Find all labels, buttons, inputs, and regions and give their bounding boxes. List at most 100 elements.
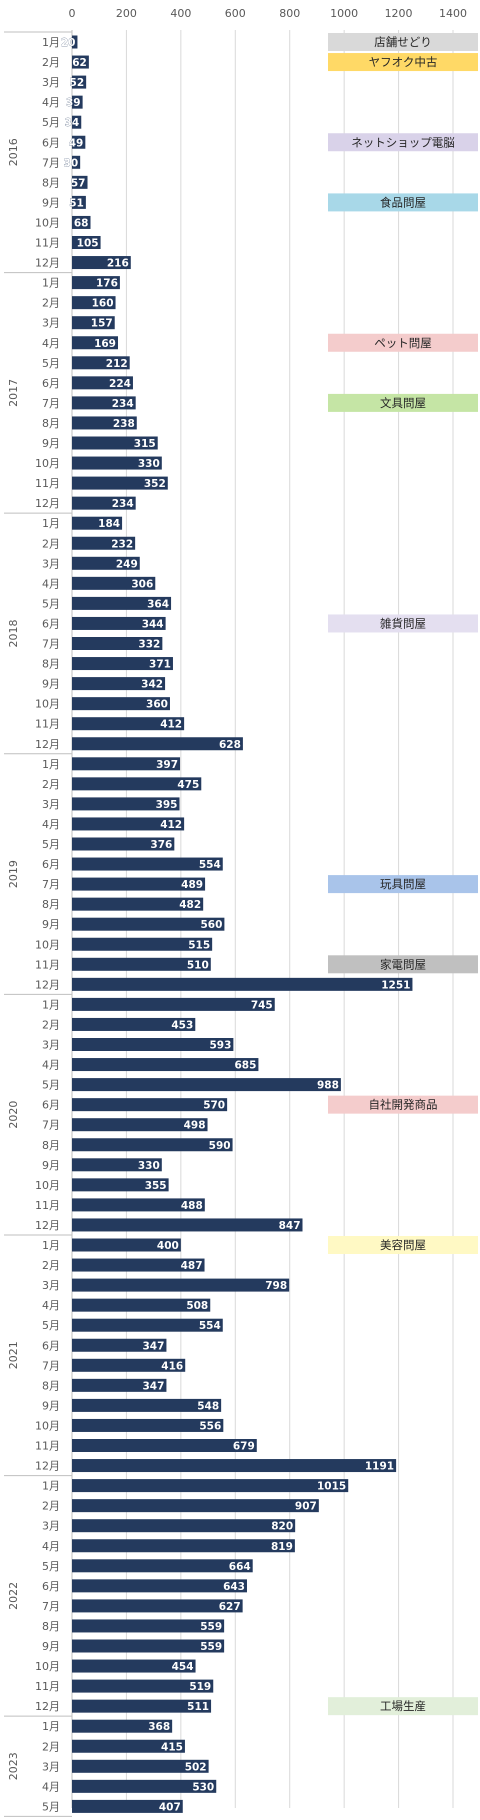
- month-label: 9月: [42, 1159, 60, 1172]
- annotation-box: [328, 1697, 478, 1716]
- month-label: 6月: [42, 377, 60, 390]
- bar: [72, 737, 243, 751]
- month-label: 9月: [42, 1399, 60, 1412]
- bar: [72, 657, 173, 671]
- value-label: 342: [141, 679, 163, 691]
- value-label: 907: [295, 1501, 317, 1513]
- month-label: 10月: [35, 1660, 60, 1673]
- value-label: 412: [160, 719, 182, 731]
- value-label: 105: [77, 238, 99, 250]
- bar: [72, 937, 213, 951]
- bar: [72, 1318, 223, 1332]
- bar: [72, 1358, 186, 1372]
- value-label: 570: [203, 1100, 225, 1112]
- month-label: 6月: [42, 1099, 60, 1112]
- value-label: 519: [189, 1681, 211, 1693]
- value-label: 1191: [365, 1461, 394, 1473]
- bar: [72, 75, 87, 89]
- year-label: 2023: [7, 1752, 20, 1780]
- bar: [72, 396, 136, 410]
- value-label: 415: [161, 1741, 183, 1753]
- bar: [72, 1178, 169, 1192]
- value-label: 679: [233, 1441, 255, 1453]
- value-label: 511: [187, 1701, 209, 1713]
- annotation-box: [328, 955, 478, 974]
- annotation-label: ネットショップ電脳: [351, 135, 455, 149]
- value-label: 559: [200, 1641, 222, 1653]
- value-label: 487: [181, 1260, 203, 1272]
- bar: [72, 1298, 211, 1312]
- value-label: 62: [72, 57, 87, 69]
- bar: [72, 1759, 209, 1773]
- bar: [72, 175, 88, 189]
- bar: [72, 376, 133, 390]
- month-label: 4月: [42, 818, 60, 831]
- month-label: 11月: [35, 477, 60, 490]
- bar: [72, 997, 275, 1011]
- x-tick-label: 600: [225, 7, 246, 20]
- month-label: 11月: [35, 237, 60, 250]
- bar: [72, 1479, 349, 1493]
- bar: [72, 1499, 319, 1513]
- annotation-box: [328, 1095, 478, 1114]
- value-label: 39: [66, 97, 81, 109]
- value-label: 820: [271, 1521, 293, 1533]
- month-label: 3月: [42, 798, 60, 811]
- value-label: 489: [181, 879, 203, 891]
- value-label: 306: [131, 578, 153, 590]
- x-tick-label: 400: [170, 7, 191, 20]
- month-label: 5月: [42, 838, 60, 851]
- value-label: 502: [185, 1761, 207, 1773]
- month-label: 7月: [42, 397, 60, 410]
- month-label: 2月: [42, 1740, 60, 1753]
- bar: [72, 536, 136, 550]
- bar: [72, 1799, 183, 1813]
- bar: [72, 797, 180, 811]
- value-label: 556: [199, 1420, 221, 1432]
- bar: [72, 596, 172, 610]
- year-label: 2018: [7, 619, 20, 647]
- bar: [72, 1699, 212, 1713]
- month-label: 12月: [35, 1219, 60, 1232]
- month-label: 3月: [42, 1760, 60, 1773]
- month-label: 4月: [42, 1299, 60, 1312]
- bar: [72, 215, 91, 229]
- value-label: 330: [138, 1160, 160, 1172]
- annotation-label: 工場生産: [380, 1699, 426, 1713]
- bar: [72, 677, 166, 691]
- month-label: 12月: [35, 1700, 60, 1713]
- bar: [72, 1118, 208, 1132]
- bar: [72, 1619, 225, 1633]
- value-label: 508: [186, 1300, 208, 1312]
- bar: [72, 616, 166, 630]
- bar: [72, 55, 89, 69]
- month-label: 12月: [35, 257, 60, 270]
- month-label: 11月: [35, 1680, 60, 1693]
- value-label: 234: [112, 398, 134, 410]
- month-label: 8月: [42, 176, 60, 189]
- annotation-box: [328, 193, 478, 212]
- bar: [72, 95, 83, 109]
- annotation-label: ペット問屋: [374, 336, 432, 350]
- value-label: 212: [106, 358, 128, 370]
- value-label: 627: [219, 1601, 241, 1613]
- value-label: 515: [188, 939, 210, 951]
- month-label: 2月: [42, 1500, 60, 1513]
- bar: [72, 697, 170, 711]
- bar: [72, 1719, 173, 1733]
- month-label: 5月: [42, 357, 60, 370]
- annotation-label: 文具問屋: [380, 396, 426, 410]
- month-label: 10月: [35, 938, 60, 951]
- bar: [72, 1078, 341, 1092]
- bar: [72, 777, 202, 791]
- month-label: 9月: [42, 918, 60, 931]
- value-label: 30: [64, 157, 79, 169]
- annotation-label: 自社開発商品: [369, 1098, 438, 1112]
- value-label: 234: [112, 498, 134, 510]
- month-label: 7月: [42, 878, 60, 891]
- value-label: 376: [150, 839, 172, 851]
- bar: [72, 1138, 233, 1152]
- bar: [72, 1539, 295, 1553]
- month-label: 2月: [42, 537, 60, 550]
- bar: [72, 195, 86, 209]
